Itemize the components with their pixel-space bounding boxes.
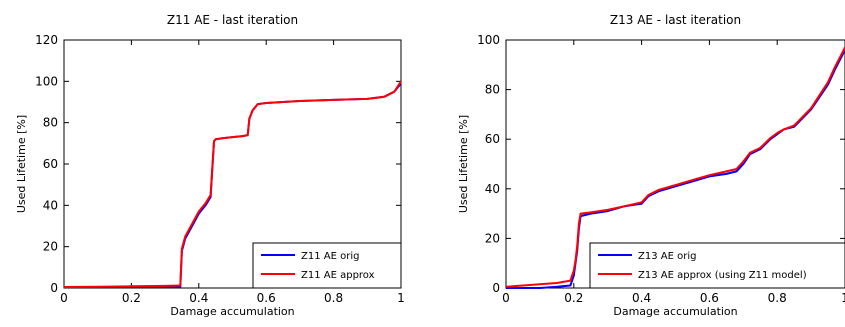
y-tick-label: 0 [50,281,58,295]
x-tick-label: 0.6 [257,291,276,305]
x-tick-label: 1 [397,291,405,305]
x-tick-label: 0.4 [632,291,651,305]
x-axis-label: Damage accumulation [613,305,737,318]
legend-box [252,242,402,289]
chart-title: Z11 AE - last iteration [167,13,298,27]
x-tick-label: 0 [502,291,510,305]
y-tick-label: 40 [485,182,500,196]
y-tick-label: 100 [477,33,500,47]
x-tick-label: 0.6 [700,291,719,305]
x-tick-label: 0 [60,291,68,305]
series-line-approx [63,80,402,288]
chart-z11: 0 0.2 0.4 0.6 0.8 1 0 20 40 60 80 100 120 Z11 AE - la… [15,13,405,318]
x-tick-label: 0.8 [768,291,787,305]
x-tick-label: 0.2 [564,291,583,305]
x-tick-label: 0.2 [122,291,141,305]
y-tick-label: 80 [485,83,500,97]
y-tick-label: 120 [35,33,58,47]
x-axis-label: Damage accumulation [170,305,294,318]
y-tick-label: 40 [43,198,58,212]
y-axis-label: Used Lifetime [%] [457,115,470,213]
legend-label: Z13 AE orig [638,251,696,262]
y-tick-label: 60 [43,157,58,171]
legend-label: Z11 AE orig [301,251,359,262]
chart-title: Z13 AE - last iteration [610,13,741,27]
legend-box [589,242,845,289]
y-axis-label: Used Lifetime [%] [15,115,28,213]
y-tick-label: 100 [35,74,58,88]
y-tick-label: 20 [43,240,58,254]
x-tick-label: 0.8 [324,291,343,305]
legend-label: Z11 AE approx [301,270,375,281]
y-tick-label: 20 [485,231,500,245]
y-tick-label: 0 [492,281,500,295]
legend-label: Z13 AE approx (using Z11 model) [638,270,807,281]
x-tick-label: 0.4 [189,291,208,305]
series-line-approx [505,46,845,288]
x-tick-label: 1 [841,291,845,305]
chart-z13: 0 0.2 0.4 0.6 0.8 1 0 20 40 60 80 100 Z13 AE - last … [457,13,845,318]
y-tick-label: 60 [485,132,500,146]
y-tick-label: 80 [43,116,58,130]
